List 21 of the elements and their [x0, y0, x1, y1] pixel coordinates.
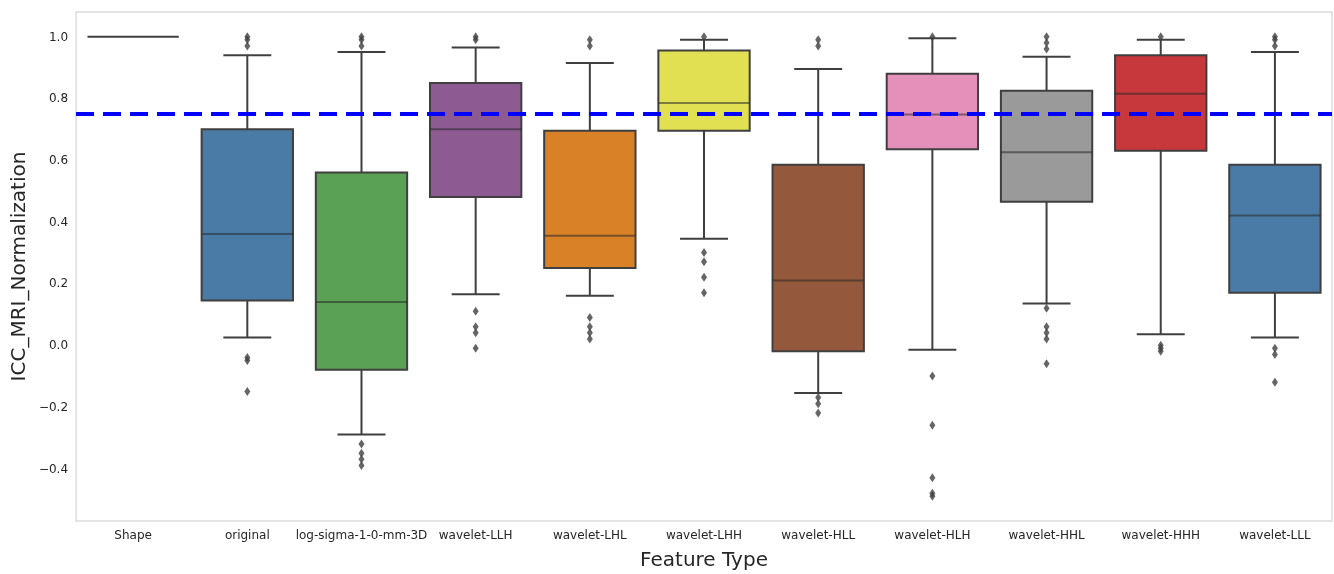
y-tick-label: 0.0 — [48, 338, 69, 353]
x-tick-label: wavelet-HLH — [894, 528, 971, 542]
y-tick-label: 0.6 — [48, 153, 69, 168]
x-tick-label: wavelet-HLL — [781, 528, 856, 542]
x-tick-label: wavelet-HHH — [1121, 528, 1200, 542]
y-tick-label: 0.8 — [48, 91, 69, 106]
x-tick-label: original — [224, 528, 270, 542]
x-tick-label: log-sigma-1-0-mm-3D — [295, 528, 428, 542]
x-axis-title: Feature Type — [640, 547, 768, 571]
x-tick-label: wavelet-HHL — [1008, 528, 1085, 542]
y-tick-label: −0.2 — [38, 399, 69, 414]
y-tick-label: 0.2 — [48, 276, 69, 291]
x-tick-label: wavelet-LHH — [665, 528, 743, 542]
x-tick-label: Shape — [114, 528, 152, 542]
y-tick-label: 1.0 — [48, 29, 69, 44]
x-tick-label: wavelet-LLL — [1239, 528, 1311, 542]
x-tick-label: wavelet-LHL — [552, 528, 628, 542]
y-axis-title: ICC_MRI_Normalization — [6, 151, 30, 382]
x-tick-label: wavelet-LLH — [438, 528, 513, 542]
y-tick-label: 0.4 — [48, 214, 69, 229]
y-tick-label: −0.4 — [38, 461, 69, 476]
